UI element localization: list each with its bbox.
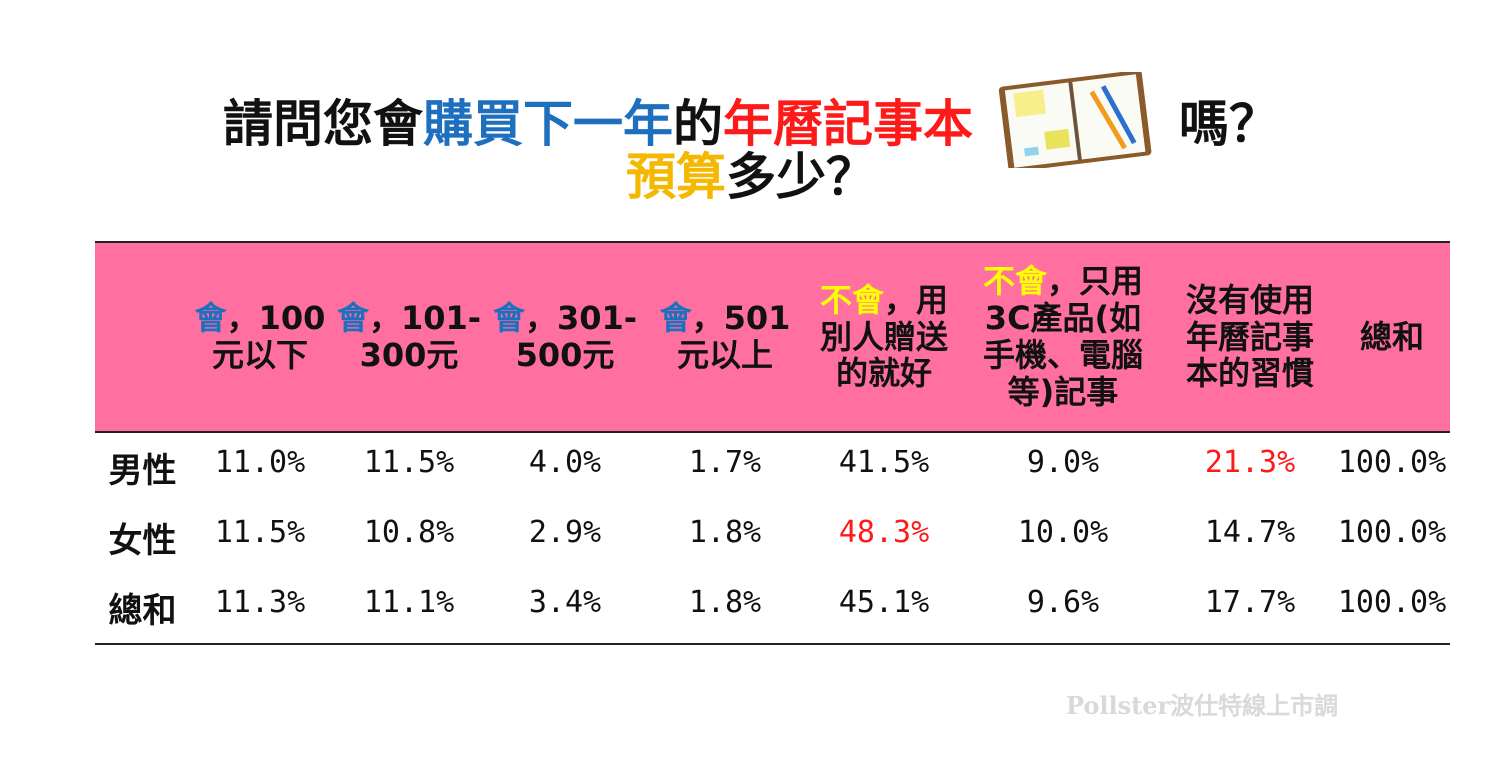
row-label: 女性 <box>108 521 177 561</box>
table-cell: 100.0% <box>1337 445 1447 480</box>
table-cell: 17.7% <box>1204 585 1296 620</box>
column-header: 會，501 元以上 <box>647 243 803 431</box>
table-cell: 11.0% <box>214 445 306 480</box>
column-header-highlight: 會 <box>492 299 525 338</box>
column-header-highlight: 會 <box>194 299 227 338</box>
column-header-text: ，用 別人贈送 的就好 <box>819 280 949 393</box>
row-label: 總和 <box>108 591 177 631</box>
table-cell: 1.8% <box>688 585 762 620</box>
table-row: 女性 11.5% 10.8% 2.9% 1.8% 48.3% 10.0% 14.7% 100.0… <box>95 503 1450 573</box>
table-cell: 48.3% <box>838 515 930 550</box>
column-header-text: ，501 元以上 <box>676 299 791 374</box>
column-header: 會，101- 300元 <box>331 243 487 431</box>
column-header: 不會，只用 3C產品(如 手機、電腦 等)記事 <box>964 243 1162 431</box>
title-line-2-segment: 多少？ <box>726 147 876 206</box>
row-label: 男性 <box>108 451 177 491</box>
table-row: 男性 11.0% 11.5% 4.0% 1.7% 41.5% 9.0% 21.3% 100.0% <box>95 433 1450 503</box>
table-cell: 2.9% <box>528 515 602 550</box>
title-line-2-segment: 預算 <box>626 147 726 206</box>
column-header-text: ，101- 300元 <box>359 299 482 374</box>
table-cell: 10.0% <box>1017 515 1109 550</box>
table-header: 會，100 元以下 會，101- 300元 會，301- 500元 會，501 元以上… <box>95 241 1450 433</box>
title-line-1-segment: 年曆記事本 <box>723 95 973 153</box>
column-header-text: 總和 <box>1359 317 1424 356</box>
column-header-text: 沒有使用 年曆記事 本的習慣 <box>1185 280 1314 393</box>
table-cell: 11.5% <box>214 515 306 550</box>
column-header: 會，100 元以下 <box>182 243 338 431</box>
column-header: 不會，用 別人贈送 的就好 <box>804 243 964 431</box>
column-header: 總和 <box>1337 243 1447 431</box>
table-cell: 11.1% <box>363 585 455 620</box>
table-cell: 9.6% <box>1026 585 1100 620</box>
table-cell: 45.1% <box>838 585 930 620</box>
title-line-1: 請問您會購買下一年的年曆記事本 嗎？ <box>0 69 1502 176</box>
table-cell: 3.4% <box>528 585 602 620</box>
table-cell: 4.0% <box>528 445 602 480</box>
table-body: 男性 11.0% 11.5% 4.0% 1.7% 41.5% 9.0% 21.3% 100.0%… <box>95 433 1450 645</box>
table-cell: 1.7% <box>688 445 762 480</box>
source-footer: Pollster波仕特線上市調 <box>1066 691 1339 720</box>
title-line-1-segment: 嗎？ <box>1179 95 1279 153</box>
column-header-text: ，只用 3C產品(如 手機、電腦 等)記事 <box>982 262 1144 411</box>
column-header: 會，301- 500元 <box>487 243 643 431</box>
column-header-highlight: 不會 <box>819 280 884 319</box>
title-line-1-segment: 購買下一年 <box>423 95 673 153</box>
notebook-icon <box>995 69 1155 176</box>
table-row: 總和 11.3% 11.1% 3.4% 1.8% 45.1% 9.6% 17.7% 100.0% <box>95 573 1450 645</box>
column-header-text: ，301- 500元 <box>515 299 638 374</box>
column-header-highlight: 會 <box>336 299 369 338</box>
table-cell: 14.7% <box>1204 515 1296 550</box>
table-cell: 100.0% <box>1337 585 1447 620</box>
survey-table: 會，100 元以下 會，101- 300元 會，301- 500元 會，501 元以上… <box>95 241 1450 645</box>
column-header-highlight: 會 <box>659 299 692 338</box>
table-cell: 41.5% <box>838 445 930 480</box>
table-cell: 1.8% <box>688 515 762 550</box>
table-cell: 100.0% <box>1337 515 1447 550</box>
table-cell: 11.5% <box>363 445 455 480</box>
title-line-2: 預算多少？ <box>0 148 1502 202</box>
column-header-text: ，100 元以下 <box>211 299 326 374</box>
table-cell: 21.3% <box>1204 445 1296 480</box>
column-header: 沒有使用 年曆記事 本的習慣 <box>1165 243 1335 431</box>
table-cell: 10.8% <box>363 515 455 550</box>
title-line-1-segment: 的 <box>673 95 723 153</box>
table-cell: 9.0% <box>1026 445 1100 480</box>
table-cell: 11.3% <box>214 585 306 620</box>
column-header-highlight: 不會 <box>982 262 1047 301</box>
title-line-1-segment: 請問您會 <box>223 95 423 153</box>
